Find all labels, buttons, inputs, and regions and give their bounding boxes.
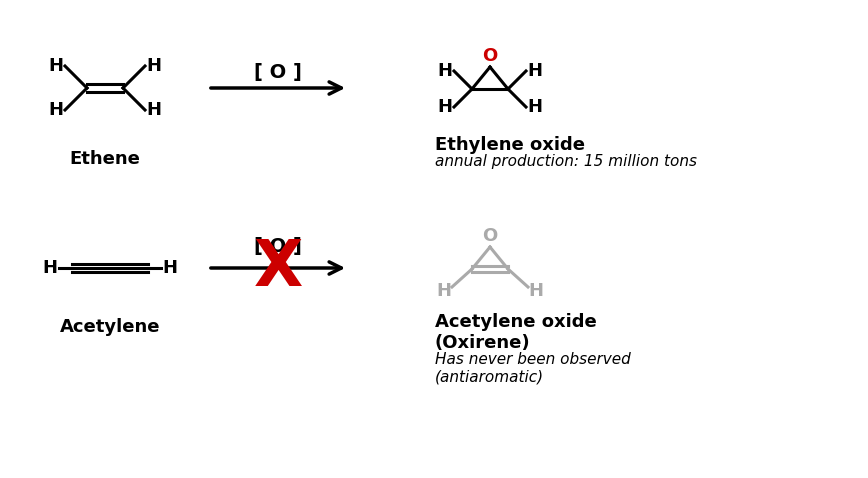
Text: O: O [483,47,497,65]
Text: O: O [483,227,497,245]
Text: H: H [529,282,543,300]
Text: H: H [49,57,63,75]
Text: H: H [528,98,542,116]
Text: Ethylene oxide: Ethylene oxide [435,136,585,154]
Text: H: H [162,259,177,277]
Text: H: H [147,57,161,75]
Text: [ O ]: [ O ] [254,63,302,82]
Text: annual production: 15 million tons: annual production: 15 million tons [435,154,697,169]
Text: Acetylene: Acetylene [60,318,161,336]
Text: Has never been observed
(antiaromatic): Has never been observed (antiaromatic) [435,352,631,384]
Text: H: H [437,282,451,300]
Text: H: H [49,101,63,119]
Text: H: H [147,101,161,119]
Text: H: H [437,98,452,116]
Text: [ O ]: [ O ] [254,237,302,256]
Text: Acetylene oxide
(Oxirene): Acetylene oxide (Oxirene) [435,313,597,352]
Text: H: H [43,259,57,277]
Text: X: X [253,237,303,299]
Text: Ethene: Ethene [69,150,141,168]
Text: H: H [528,62,542,80]
Text: H: H [437,62,452,80]
